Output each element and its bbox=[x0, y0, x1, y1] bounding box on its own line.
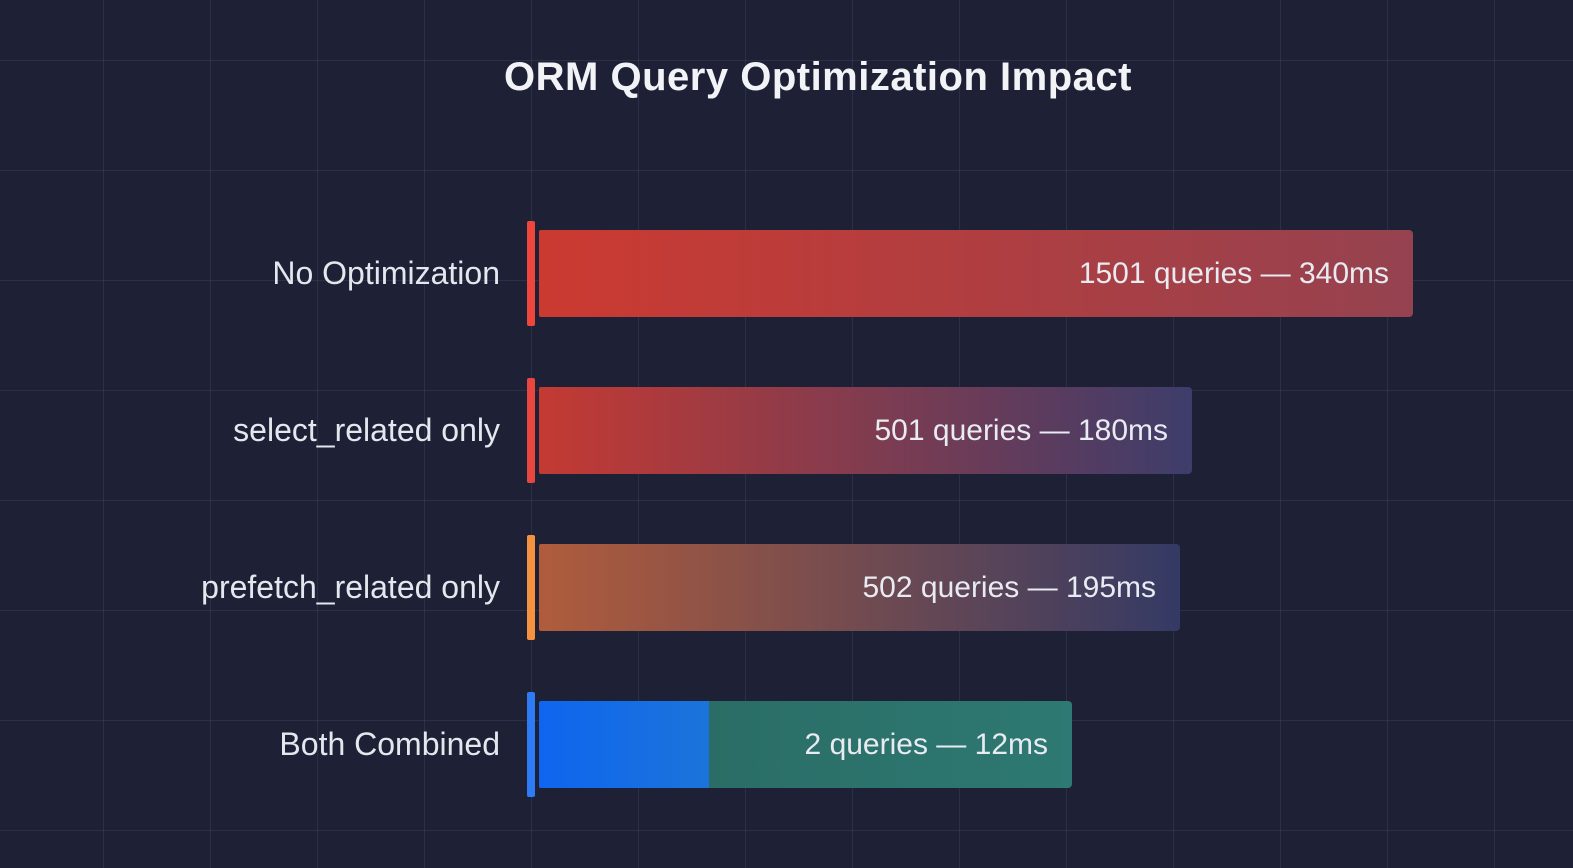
bar-segment bbox=[539, 387, 1192, 474]
bar-accent-tick bbox=[527, 535, 535, 640]
category-label: prefetch_related only bbox=[201, 569, 500, 605]
bar-accent-tick bbox=[527, 221, 535, 326]
bar: 2 queries — 12ms bbox=[539, 701, 1072, 788]
bar-value-label: 2 queries — 12ms bbox=[804, 727, 1048, 761]
bar-row: prefetch_related only 502 queries — 195m… bbox=[0, 535, 1573, 640]
bar-row: Both Combined 2 queries — 12ms bbox=[0, 692, 1573, 797]
chart-title: ORM Query Optimization Impact bbox=[504, 55, 1132, 99]
bar: 502 queries — 195ms bbox=[539, 544, 1180, 631]
bar-value-label: 502 queries — 195ms bbox=[862, 570, 1157, 604]
bar-accent-tick bbox=[527, 692, 535, 797]
bar-rows: No Optimization 1501 queries — 340ms sel… bbox=[0, 221, 1573, 858]
bar-value-label: 1501 queries — 340ms bbox=[1078, 256, 1389, 290]
category-label: select_related only bbox=[233, 412, 500, 448]
bar: 501 queries — 180ms bbox=[539, 387, 1192, 474]
bar-row: No Optimization 1501 queries — 340ms bbox=[0, 221, 1573, 326]
category-label: Both Combined bbox=[279, 726, 500, 762]
bar: 1501 queries — 340ms bbox=[539, 230, 1413, 317]
bar-segment bbox=[709, 701, 1072, 788]
bar-segment bbox=[539, 230, 1413, 317]
category-label: No Optimization bbox=[272, 255, 500, 291]
bar-accent-tick bbox=[527, 378, 535, 483]
bar-value-label: 501 queries — 180ms bbox=[874, 413, 1169, 447]
bar-segment bbox=[539, 701, 709, 788]
bar-row: select_related only 501 queries — 180ms bbox=[0, 378, 1573, 483]
bar-segment bbox=[539, 544, 1180, 631]
